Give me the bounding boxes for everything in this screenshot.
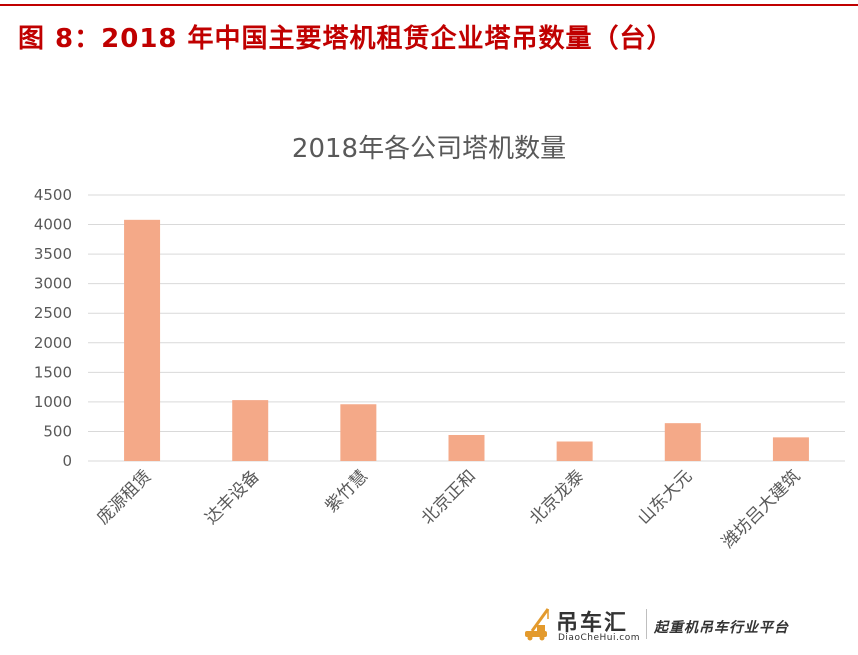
logo-divider: [646, 609, 647, 639]
bar: [124, 219, 161, 461]
x-tick-label: 潍坊吕大建筑: [718, 466, 804, 552]
crane-icon: [525, 608, 550, 641]
x-tick-label: 达丰设备: [202, 466, 264, 528]
header-rule: [0, 4, 858, 6]
y-tick-label: 0: [62, 452, 72, 470]
bar: [448, 434, 485, 461]
chart-title: 2018年各公司塔机数量: [291, 134, 567, 164]
y-tick-label: 2500: [34, 304, 72, 322]
brand-slogan: 起重机吊车行业平台: [654, 620, 789, 636]
brand-domain: DiaoCheHui.com: [558, 633, 641, 643]
bar: [556, 441, 593, 461]
y-tick-label: 4000: [34, 216, 72, 234]
y-tick-label: 1500: [34, 363, 72, 381]
bar: [664, 423, 701, 461]
y-tick-label: 3000: [34, 275, 72, 293]
x-tick-label: 庞源租赁: [93, 466, 155, 528]
y-tick-label: 2000: [34, 334, 72, 352]
y-tick-label: 4500: [34, 186, 72, 204]
bar: [772, 437, 809, 461]
y-tick-label: 500: [43, 422, 72, 440]
bar: [340, 404, 377, 461]
y-tick-label: 1000: [34, 393, 72, 411]
brand-name: 吊车汇: [556, 611, 629, 636]
bar: [232, 400, 269, 461]
y-tick-label: 3500: [34, 245, 72, 263]
x-tick-label: 北京正和: [418, 466, 480, 528]
x-tick-label: 北京龙泰: [526, 466, 588, 528]
x-tick-label: 山东大元: [634, 466, 696, 528]
figure-title: 图 8：2018 年中国主要塔机租赁企业塔吊数量（台）: [18, 24, 674, 54]
footer-logo: 吊车汇 DiaoCheHui.com 起重机吊车行业平台: [522, 603, 842, 647]
x-tick-label: 紫竹慧: [322, 466, 372, 516]
